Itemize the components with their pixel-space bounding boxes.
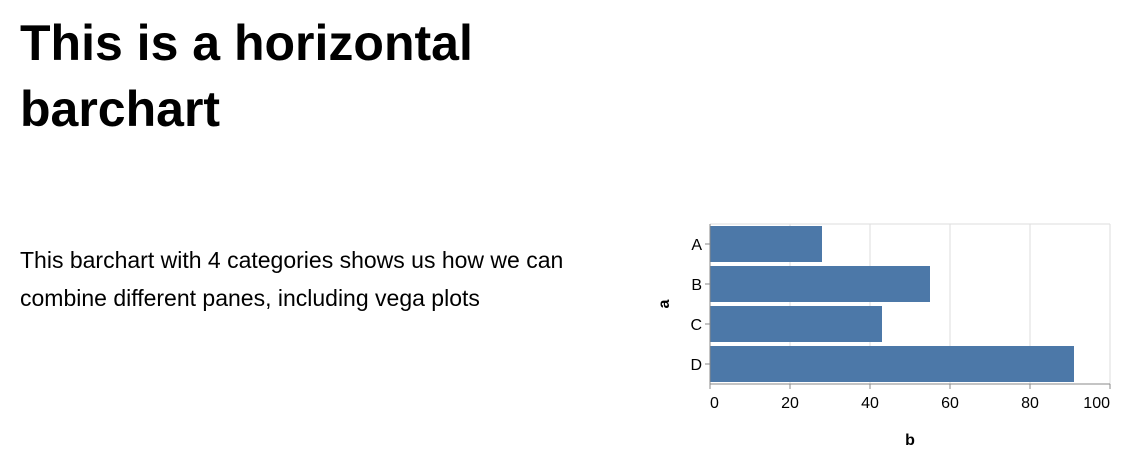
- x-tick-label: 0: [710, 395, 719, 412]
- bar-d: [710, 346, 1074, 382]
- bar-b: [710, 266, 930, 302]
- y-tick-label: C: [690, 317, 702, 334]
- x-tick-label: 60: [941, 395, 959, 412]
- y-axis-title: a: [656, 299, 673, 308]
- x-tick-label: 40: [861, 395, 879, 412]
- bar-chart: A B C D 0 20 40 60 80 100 b a: [656, 223, 1111, 449]
- chart-bars: [710, 226, 1074, 382]
- bar-c: [710, 306, 882, 342]
- y-tick-label: B: [691, 277, 702, 294]
- chart-axes: A B C D 0 20 40 60 80 100: [690, 224, 1111, 412]
- x-tick-label: 100: [1083, 395, 1110, 412]
- bar-a: [710, 226, 822, 262]
- description-text: This barchart with 4 categories shows us…: [20, 247, 564, 311]
- page-title: This is a horizontal barchart: [20, 15, 473, 137]
- x-tick-label: 20: [781, 395, 799, 412]
- y-tick-label: A: [691, 237, 702, 254]
- y-tick-label: D: [690, 357, 702, 374]
- x-axis-title: b: [905, 432, 915, 449]
- x-tick-label: 80: [1021, 395, 1039, 412]
